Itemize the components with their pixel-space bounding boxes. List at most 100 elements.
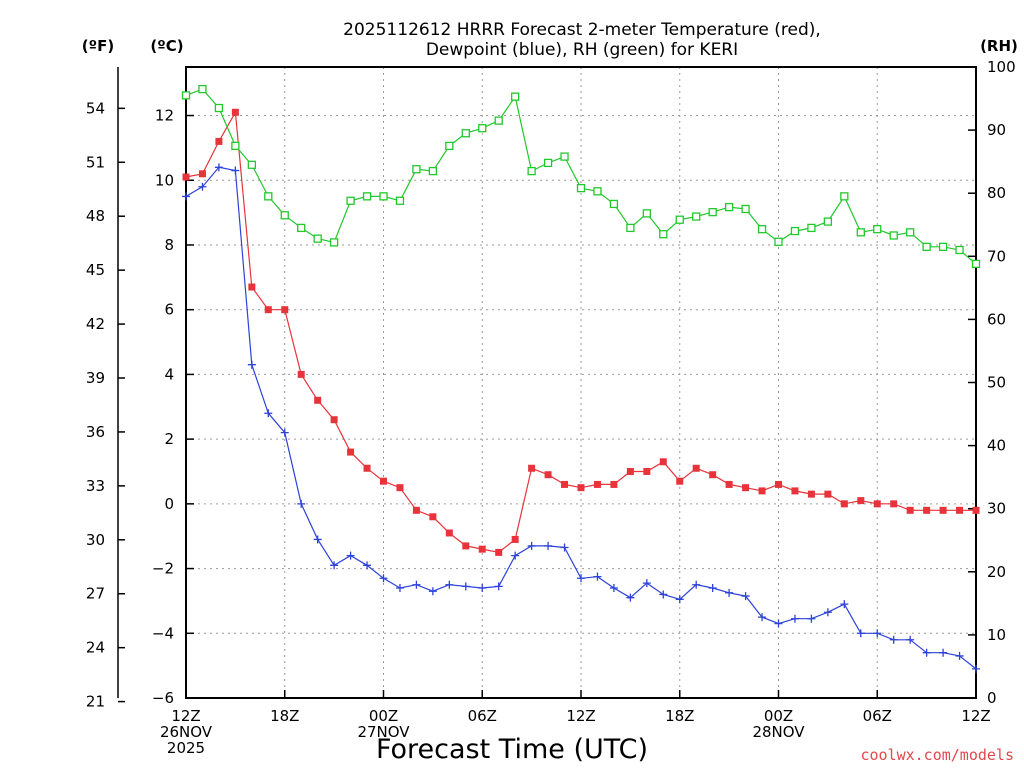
temperature-point <box>939 506 947 514</box>
temperature-point <box>956 506 964 514</box>
temperature-point <box>626 467 634 475</box>
x-tick-label: 27NOV <box>357 723 410 741</box>
fahrenheit-tick-label: 33 <box>86 477 105 495</box>
temperature-point <box>231 108 239 116</box>
fahrenheit-tick-label: 30 <box>86 531 105 549</box>
dewpoint-point <box>922 648 931 657</box>
x-tick-label: 12Z <box>171 707 200 725</box>
temperature-point <box>923 506 931 514</box>
rh-point <box>297 223 306 233</box>
rh-point <box>626 223 635 233</box>
rh-point <box>856 228 865 237</box>
temperature-point <box>709 471 717 479</box>
dewpoint-point <box>626 593 635 602</box>
dewpoint-point <box>741 592 750 601</box>
fahrenheit-tick-label: 51 <box>86 153 105 171</box>
temperature-point <box>544 471 552 479</box>
dewpoint-point <box>527 541 536 550</box>
dewpoint-point <box>461 582 470 591</box>
rh-point <box>593 187 602 196</box>
rh-point <box>428 166 438 176</box>
rh-tick-label: 90 <box>987 121 1006 139</box>
dewpoint-point <box>198 182 207 191</box>
temperature-point <box>347 448 355 456</box>
dewpoint-point <box>544 541 553 550</box>
rh-point <box>494 116 503 125</box>
dewpoint-point <box>280 428 289 437</box>
dewpoint-series <box>182 163 980 673</box>
dewpoint-point <box>214 163 223 172</box>
rh-point <box>971 259 981 269</box>
dewpoint-point <box>478 583 487 592</box>
rh-tick-label: 20 <box>987 563 1006 581</box>
celsius-tick-label: 12 <box>155 107 174 125</box>
fahrenheit-tick-label: 24 <box>86 639 105 657</box>
fahrenheit-tick-label: 42 <box>86 315 105 333</box>
dewpoint-point <box>182 192 190 201</box>
temperature-point <box>791 487 799 495</box>
dewpoint-point <box>873 629 882 638</box>
rh-point <box>560 152 569 161</box>
rh-point <box>395 196 405 205</box>
dewpoint-point <box>807 614 816 623</box>
rh-point <box>889 231 898 240</box>
rh-point <box>955 245 964 255</box>
rh-point <box>642 209 651 218</box>
celsius-tick-label: 0 <box>164 495 174 513</box>
temperature-point <box>198 170 206 178</box>
rh-point <box>692 212 701 221</box>
dewpoint-point <box>247 360 256 369</box>
rh-point <box>741 204 750 214</box>
fahrenheit-tick-label: 54 <box>86 99 105 117</box>
rh-point <box>774 237 783 246</box>
dewpoint-point <box>725 588 734 597</box>
dewpoint-point <box>659 590 668 599</box>
temperature-point <box>824 490 832 498</box>
dewpoint-point <box>412 580 421 589</box>
fahrenheit-tick-label: 45 <box>86 261 105 279</box>
temperature-point <box>215 137 223 145</box>
series-group <box>181 84 981 673</box>
rh-tick-label: 40 <box>987 437 1006 455</box>
dewpoint-point <box>577 574 585 583</box>
temperature-point <box>462 542 470 550</box>
x-tick-label: 2025 <box>167 739 205 757</box>
celsius-tick-label: −4 <box>152 624 174 642</box>
dewpoint-point <box>297 499 306 508</box>
dewpoint-point <box>445 580 454 589</box>
celsius-tick-label: −6 <box>152 689 174 707</box>
x-tick-label: 12Z <box>961 707 990 725</box>
temperature-point <box>577 484 585 492</box>
temperature-point <box>182 173 190 181</box>
temperature-point <box>643 467 651 475</box>
x-tick-label: 00Z <box>764 707 793 725</box>
dewpoint-point <box>758 613 767 622</box>
celsius-tick-label: −2 <box>152 560 174 578</box>
temperature-series <box>182 108 980 556</box>
rh-point <box>807 223 816 233</box>
fahrenheit-tick-label: 36 <box>86 423 105 441</box>
dewpoint-point <box>593 572 602 581</box>
rh-tick-label: 30 <box>987 500 1006 518</box>
dewpoint-point <box>955 651 964 660</box>
temperature-point <box>281 306 289 314</box>
x-tick-label: 00Z <box>369 707 398 725</box>
rh-point <box>757 225 767 234</box>
fahrenheit-tick-label: 39 <box>86 369 105 387</box>
rh-point <box>511 92 520 101</box>
rh-point <box>873 225 882 234</box>
dewpoint-point <box>494 582 503 591</box>
rh-point <box>412 165 421 174</box>
chart-title-line-1: 2025112612 HRRR Forecast 2-meter Tempera… <box>343 20 821 40</box>
temperature-point <box>758 487 766 495</box>
rh-point <box>659 230 668 239</box>
rh-point <box>231 141 240 151</box>
dewpoint-point <box>511 551 520 560</box>
temperature-point <box>873 500 881 508</box>
temperature-point <box>429 513 437 521</box>
dewpoint-point <box>346 551 355 560</box>
dewpoint-point <box>609 583 618 592</box>
rh-point <box>329 238 339 247</box>
rh-series <box>181 84 981 269</box>
rh-point <box>280 211 289 220</box>
